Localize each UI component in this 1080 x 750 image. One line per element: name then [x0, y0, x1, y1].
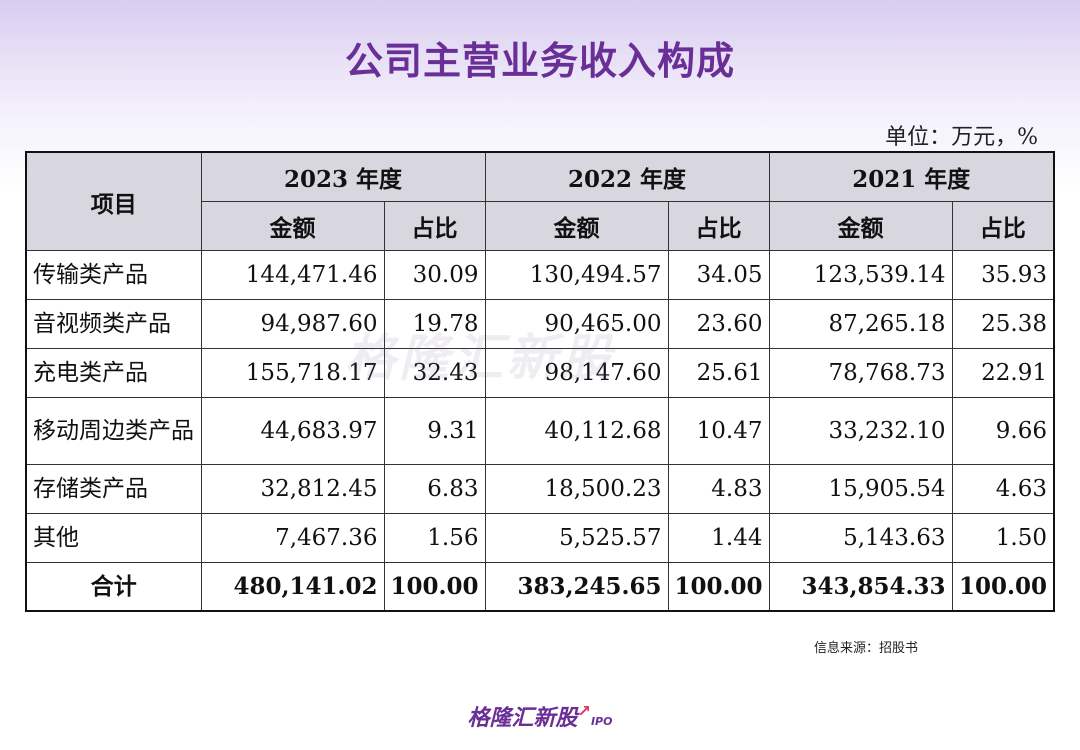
- ratio-cell: 1.50: [951, 513, 1055, 563]
- brand-name: 格隆汇新股: [467, 706, 578, 731]
- ratio-header: 占比: [667, 201, 770, 251]
- item-header: 项目: [25, 151, 202, 251]
- total-ratio-cell: 100.00: [951, 562, 1055, 612]
- amount-cell: 5,143.63: [768, 513, 953, 563]
- ratio-header: 占比: [383, 201, 486, 251]
- ratio-cell: 10.47: [667, 397, 770, 465]
- amount-header: 金额: [768, 201, 953, 251]
- amount-cell: 5,525.57: [484, 513, 669, 563]
- amount-cell: 44,683.97: [200, 397, 385, 465]
- brand-logo: 格隆汇新股↗IPO: [0, 700, 1080, 732]
- ratio-cell: 35.93: [951, 250, 1055, 300]
- ratio-cell: 1.56: [383, 513, 486, 563]
- header-row-years: 项目 2023 年度 2022 年度 2021 年度: [25, 151, 1055, 251]
- ratio-cell: 9.31: [383, 397, 486, 465]
- row-name: 存储类产品: [25, 464, 202, 514]
- ratio-cell: 4.63: [951, 464, 1055, 514]
- unit-note: 单位：万元，%: [885, 125, 1038, 150]
- year-header: 2021 年度: [768, 151, 1055, 202]
- row-name: 其他: [25, 513, 202, 563]
- total-label: 合计: [25, 562, 202, 612]
- ratio-cell: 4.83: [667, 464, 770, 514]
- table-row: 其他 7,467.36 1.56 5,525.57 1.44 5,143.63 …: [25, 513, 1055, 563]
- ratio-cell: 9.66: [951, 397, 1055, 465]
- ratio-cell: 25.38: [951, 299, 1055, 349]
- total-amount-cell: 480,141.02: [200, 562, 385, 612]
- amount-cell: 78,768.73: [768, 348, 953, 398]
- amount-header: 金额: [200, 201, 385, 251]
- total-ratio-cell: 100.00: [383, 562, 486, 612]
- amount-cell: 123,539.14: [768, 250, 953, 300]
- amount-cell: 155,718.17: [200, 348, 385, 398]
- brand-suffix: IPO: [590, 715, 613, 728]
- amount-header: 金额: [484, 201, 669, 251]
- header-row-fields: 金额 占比 金额 占比 金额 占比: [26, 201, 1055, 251]
- year-header: 2023 年度: [200, 151, 486, 202]
- row-name: 音视频类产品: [25, 299, 202, 349]
- amount-cell: 90,465.00: [484, 299, 669, 349]
- amount-cell: 33,232.10: [768, 397, 953, 465]
- ratio-cell: 19.78: [383, 299, 486, 349]
- table-row: 充电类产品 155,718.17 32.43 98,147.60 25.61 7…: [25, 348, 1055, 398]
- row-name: 充电类产品: [25, 348, 202, 398]
- total-ratio-cell: 100.00: [667, 562, 770, 612]
- page-title: 公司主营业务收入构成: [344, 39, 735, 83]
- ratio-cell: 34.05: [667, 250, 770, 300]
- ratio-cell: 23.60: [667, 299, 770, 349]
- ratio-cell: 32.43: [383, 348, 486, 398]
- amount-cell: 144,471.46: [200, 250, 385, 300]
- amount-cell: 7,467.36: [200, 513, 385, 563]
- amount-cell: 18,500.23: [484, 464, 669, 514]
- ratio-cell: 30.09: [383, 250, 486, 300]
- ratio-cell: 22.91: [951, 348, 1055, 398]
- ratio-cell: 6.83: [383, 464, 486, 514]
- row-name: 传输类产品: [25, 250, 202, 300]
- source-note: 信息来源：招股书: [813, 641, 918, 656]
- row-name: 移动周边类产品: [25, 397, 202, 465]
- ratio-cell: 1.44: [667, 513, 770, 563]
- table-row: 移动周边类产品 44,683.97 9.31 40,112.68 10.47 3…: [25, 397, 1055, 465]
- total-amount-cell: 383,245.65: [484, 562, 669, 612]
- amount-cell: 32,812.45: [200, 464, 385, 514]
- table-row: 音视频类产品 94,987.60 19.78 90,465.00 23.60 8…: [25, 299, 1055, 349]
- amount-cell: 87,265.18: [768, 299, 953, 349]
- ratio-header: 占比: [951, 201, 1055, 251]
- amount-cell: 15,905.54: [768, 464, 953, 514]
- year-header: 2022 年度: [484, 151, 770, 202]
- amount-cell: 98,147.60: [484, 348, 669, 398]
- table-row: 存储类产品 32,812.45 6.83 18,500.23 4.83 15,9…: [25, 464, 1055, 514]
- amount-cell: 40,112.68: [484, 397, 669, 465]
- table-row: 传输类产品 144,471.46 30.09 130,494.57 34.05 …: [25, 250, 1055, 300]
- total-amount-cell: 343,854.33: [768, 562, 953, 612]
- up-arrow-icon: ↗: [577, 701, 591, 721]
- revenue-table: 项目 2023 年度 2022 年度 2021 年度 金额 占比 金额 占比 金…: [25, 151, 1055, 612]
- amount-cell: 94,987.60: [200, 299, 385, 349]
- ratio-cell: 25.61: [667, 348, 770, 398]
- amount-cell: 130,494.57: [484, 250, 669, 300]
- total-row: 合计 480,141.02 100.00 383,245.65 100.00 3…: [25, 562, 1055, 612]
